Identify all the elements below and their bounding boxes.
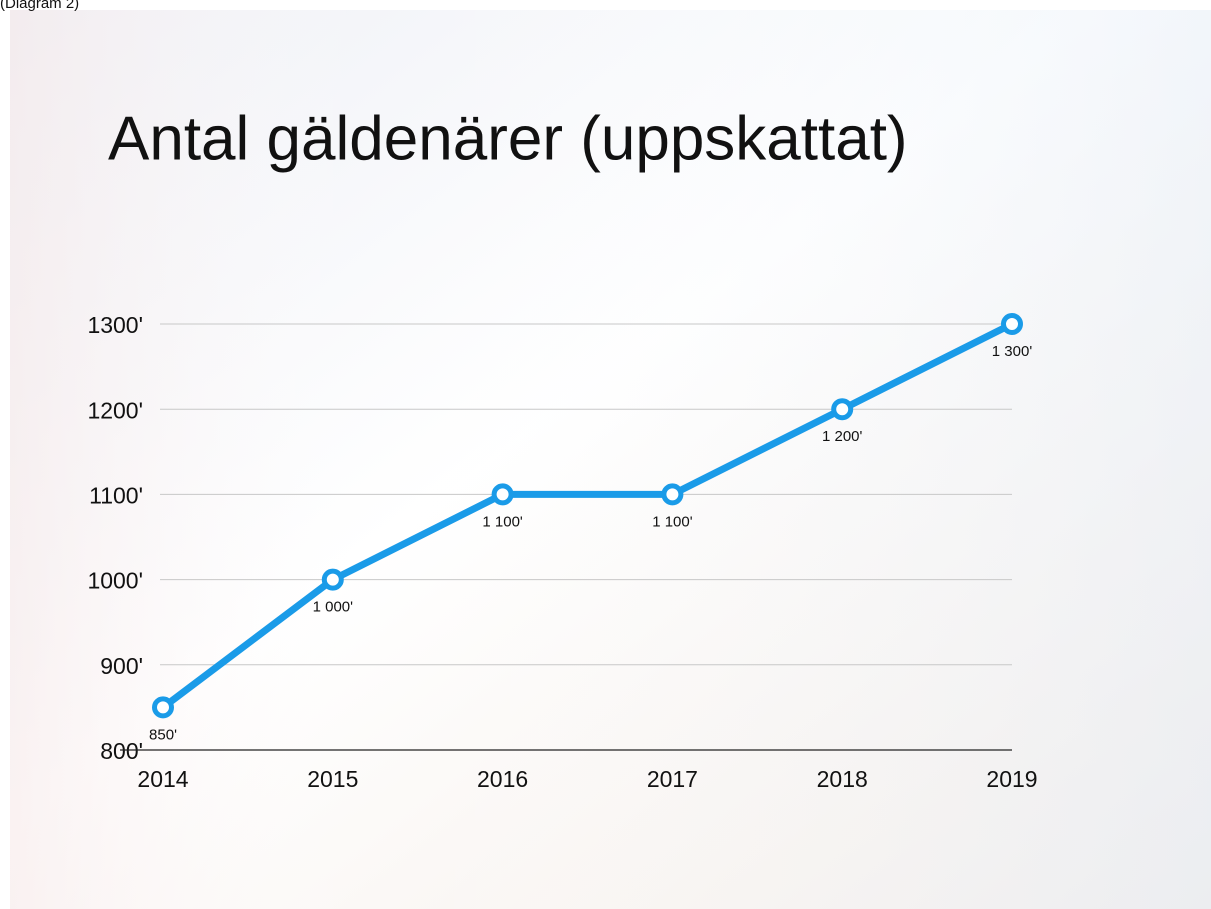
- point-marker: [152, 696, 174, 719]
- slide-tint: [10, 10, 1211, 909]
- y-tick-label: 800': [100, 738, 143, 764]
- x-tick-label: 2016: [477, 766, 528, 792]
- point-marker: [491, 483, 514, 506]
- data-label: 850': [149, 726, 177, 743]
- y-tick-label: 1200': [87, 397, 143, 423]
- chart-title: Antal gäldenärer (uppskattat): [108, 104, 908, 173]
- x-tick-label: 2014: [137, 766, 188, 792]
- y-tick-label: 900': [100, 653, 143, 679]
- x-tick-label: 2019: [986, 766, 1037, 792]
- x-tick-label: 2015: [307, 766, 358, 792]
- y-tick-label: 1300': [87, 312, 143, 338]
- data-label: 1 300': [992, 343, 1033, 360]
- point-marker: [661, 483, 684, 506]
- x-tick-label: 2017: [647, 766, 698, 792]
- point-marker: [1001, 313, 1023, 335]
- caption: (Diagram 2): [0, 0, 79, 12]
- series-line: [160, 320, 1014, 711]
- data-label: 1 100': [482, 513, 523, 530]
- x-tick-label: 2018: [817, 766, 868, 792]
- point-marker: [321, 568, 344, 591]
- data-label: 1 200': [822, 428, 863, 445]
- data-label: 1 000': [313, 599, 354, 616]
- point-marker: [831, 398, 854, 421]
- y-tick-label: 1100': [89, 482, 143, 508]
- y-tick-label: 1000': [87, 568, 143, 594]
- data-label: 1 100': [652, 513, 693, 530]
